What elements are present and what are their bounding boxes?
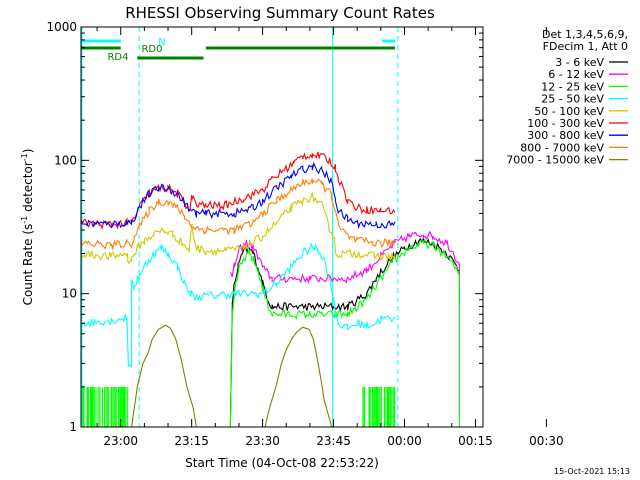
series-8 (81, 324, 395, 427)
series-4 (81, 192, 396, 265)
series-line-4 (81, 192, 396, 265)
series-line-7 (81, 178, 396, 251)
legend-entry-label-8: 7000 - 15000 keV (506, 154, 604, 167)
flag-label-rd0: RD0 (141, 44, 162, 55)
x-tick-label-6: 00:30 (529, 434, 564, 448)
axes-layer: 23:00 23:15 23:30 23:45 00:00 00:15 00:30 1 10 10… (46, 20, 563, 448)
legend-entry-label-3: 25 - 50 keV (541, 93, 604, 106)
series-2 (229, 238, 460, 427)
y-axis-label: Count Rate (s-1 detector-1) (20, 149, 35, 306)
series-line-1 (229, 230, 460, 285)
series-line-2 (229, 238, 460, 427)
y-tick-label-1: 10 (62, 287, 77, 301)
footer-timestamp: 15-Oct-2021 15:13 (554, 467, 630, 476)
flag-label-rd4: RD4 (107, 52, 128, 63)
x-tick-label-3: 23:45 (316, 434, 351, 448)
plot-frame (80, 26, 484, 428)
legend-entry-label-6: 300 - 800 keV (527, 129, 604, 142)
legend: Det 1,3,4,5,6,9, FDecim 1, Att 0 3 - 6 k… (506, 28, 628, 167)
legend-header-line-2: FDecim 1, Att 0 (543, 40, 628, 53)
series-1 (229, 230, 460, 285)
flag-label-n: N (158, 37, 165, 48)
legend-header-line-1: Det 1,3,4,5,6,9, (542, 28, 628, 41)
series-6 (81, 161, 396, 230)
x-tick-label-1: 23:15 (174, 434, 209, 448)
legend-entry-label-7: 800 - 7000 keV (520, 141, 604, 154)
x-tick-label-0: 23:00 (103, 434, 138, 448)
x-tick-label-2: 23:30 (245, 434, 280, 448)
green-noise-burst-1 (362, 386, 396, 427)
y-tick-label-3: 1000 (46, 20, 77, 34)
chart-title: RHESSI Observing Summary Count Rates (125, 4, 435, 22)
y-tick-label-2: 100 (54, 153, 77, 167)
plot-data-layer (81, 27, 460, 427)
legend-entry-label-0: 3 - 6 keV (555, 56, 604, 69)
series-line-8 (81, 324, 395, 427)
green-noise-burst-0 (81, 386, 129, 427)
series-line-3 (81, 242, 396, 369)
x-axis-label: Start Time (04-Oct-08 22:53:22) (185, 456, 379, 470)
x-tick-label-4: 00:00 (387, 434, 422, 448)
y-tick-label-0: 1 (69, 420, 77, 434)
legend-entry-label-2: 12 - 25 keV (541, 80, 604, 93)
legend-entry-label-4: 50 - 100 keV (534, 105, 604, 118)
legend-entry-label-5: 100 - 300 keV (527, 117, 604, 130)
series-3 (81, 242, 396, 369)
series-7 (81, 178, 396, 251)
legend-entry-label-1: 6 - 12 keV (548, 68, 604, 81)
x-tick-label-5: 00:15 (458, 434, 493, 448)
series-line-6 (81, 161, 396, 230)
